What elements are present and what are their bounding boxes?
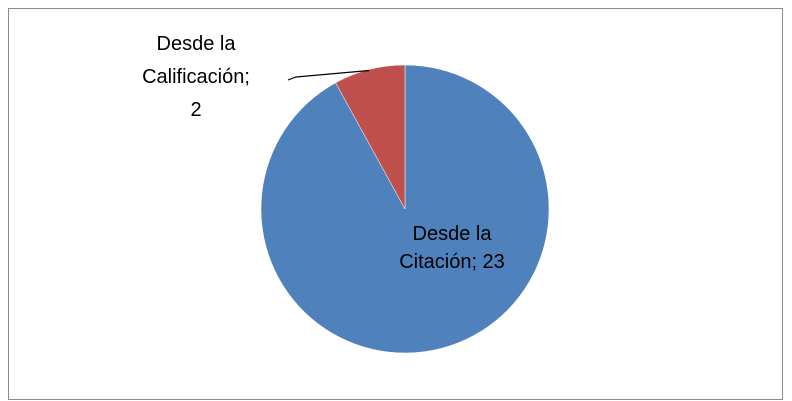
labels-layer: Desde la Citación; 23 Desde la Calificación… — [142, 33, 505, 273]
data-label-desde-la-citaci-n: Desde la Citación; 23 — [399, 223, 505, 273]
leader-line — [287, 69, 370, 81]
data-label-desde-la-calificaci-n: Desde la Calificación; 2 — [142, 33, 250, 121]
leader-layer — [287, 69, 370, 81]
slices-layer — [260, 64, 550, 354]
pie-slice-desde-la-calificaci-n — [335, 64, 406, 210]
